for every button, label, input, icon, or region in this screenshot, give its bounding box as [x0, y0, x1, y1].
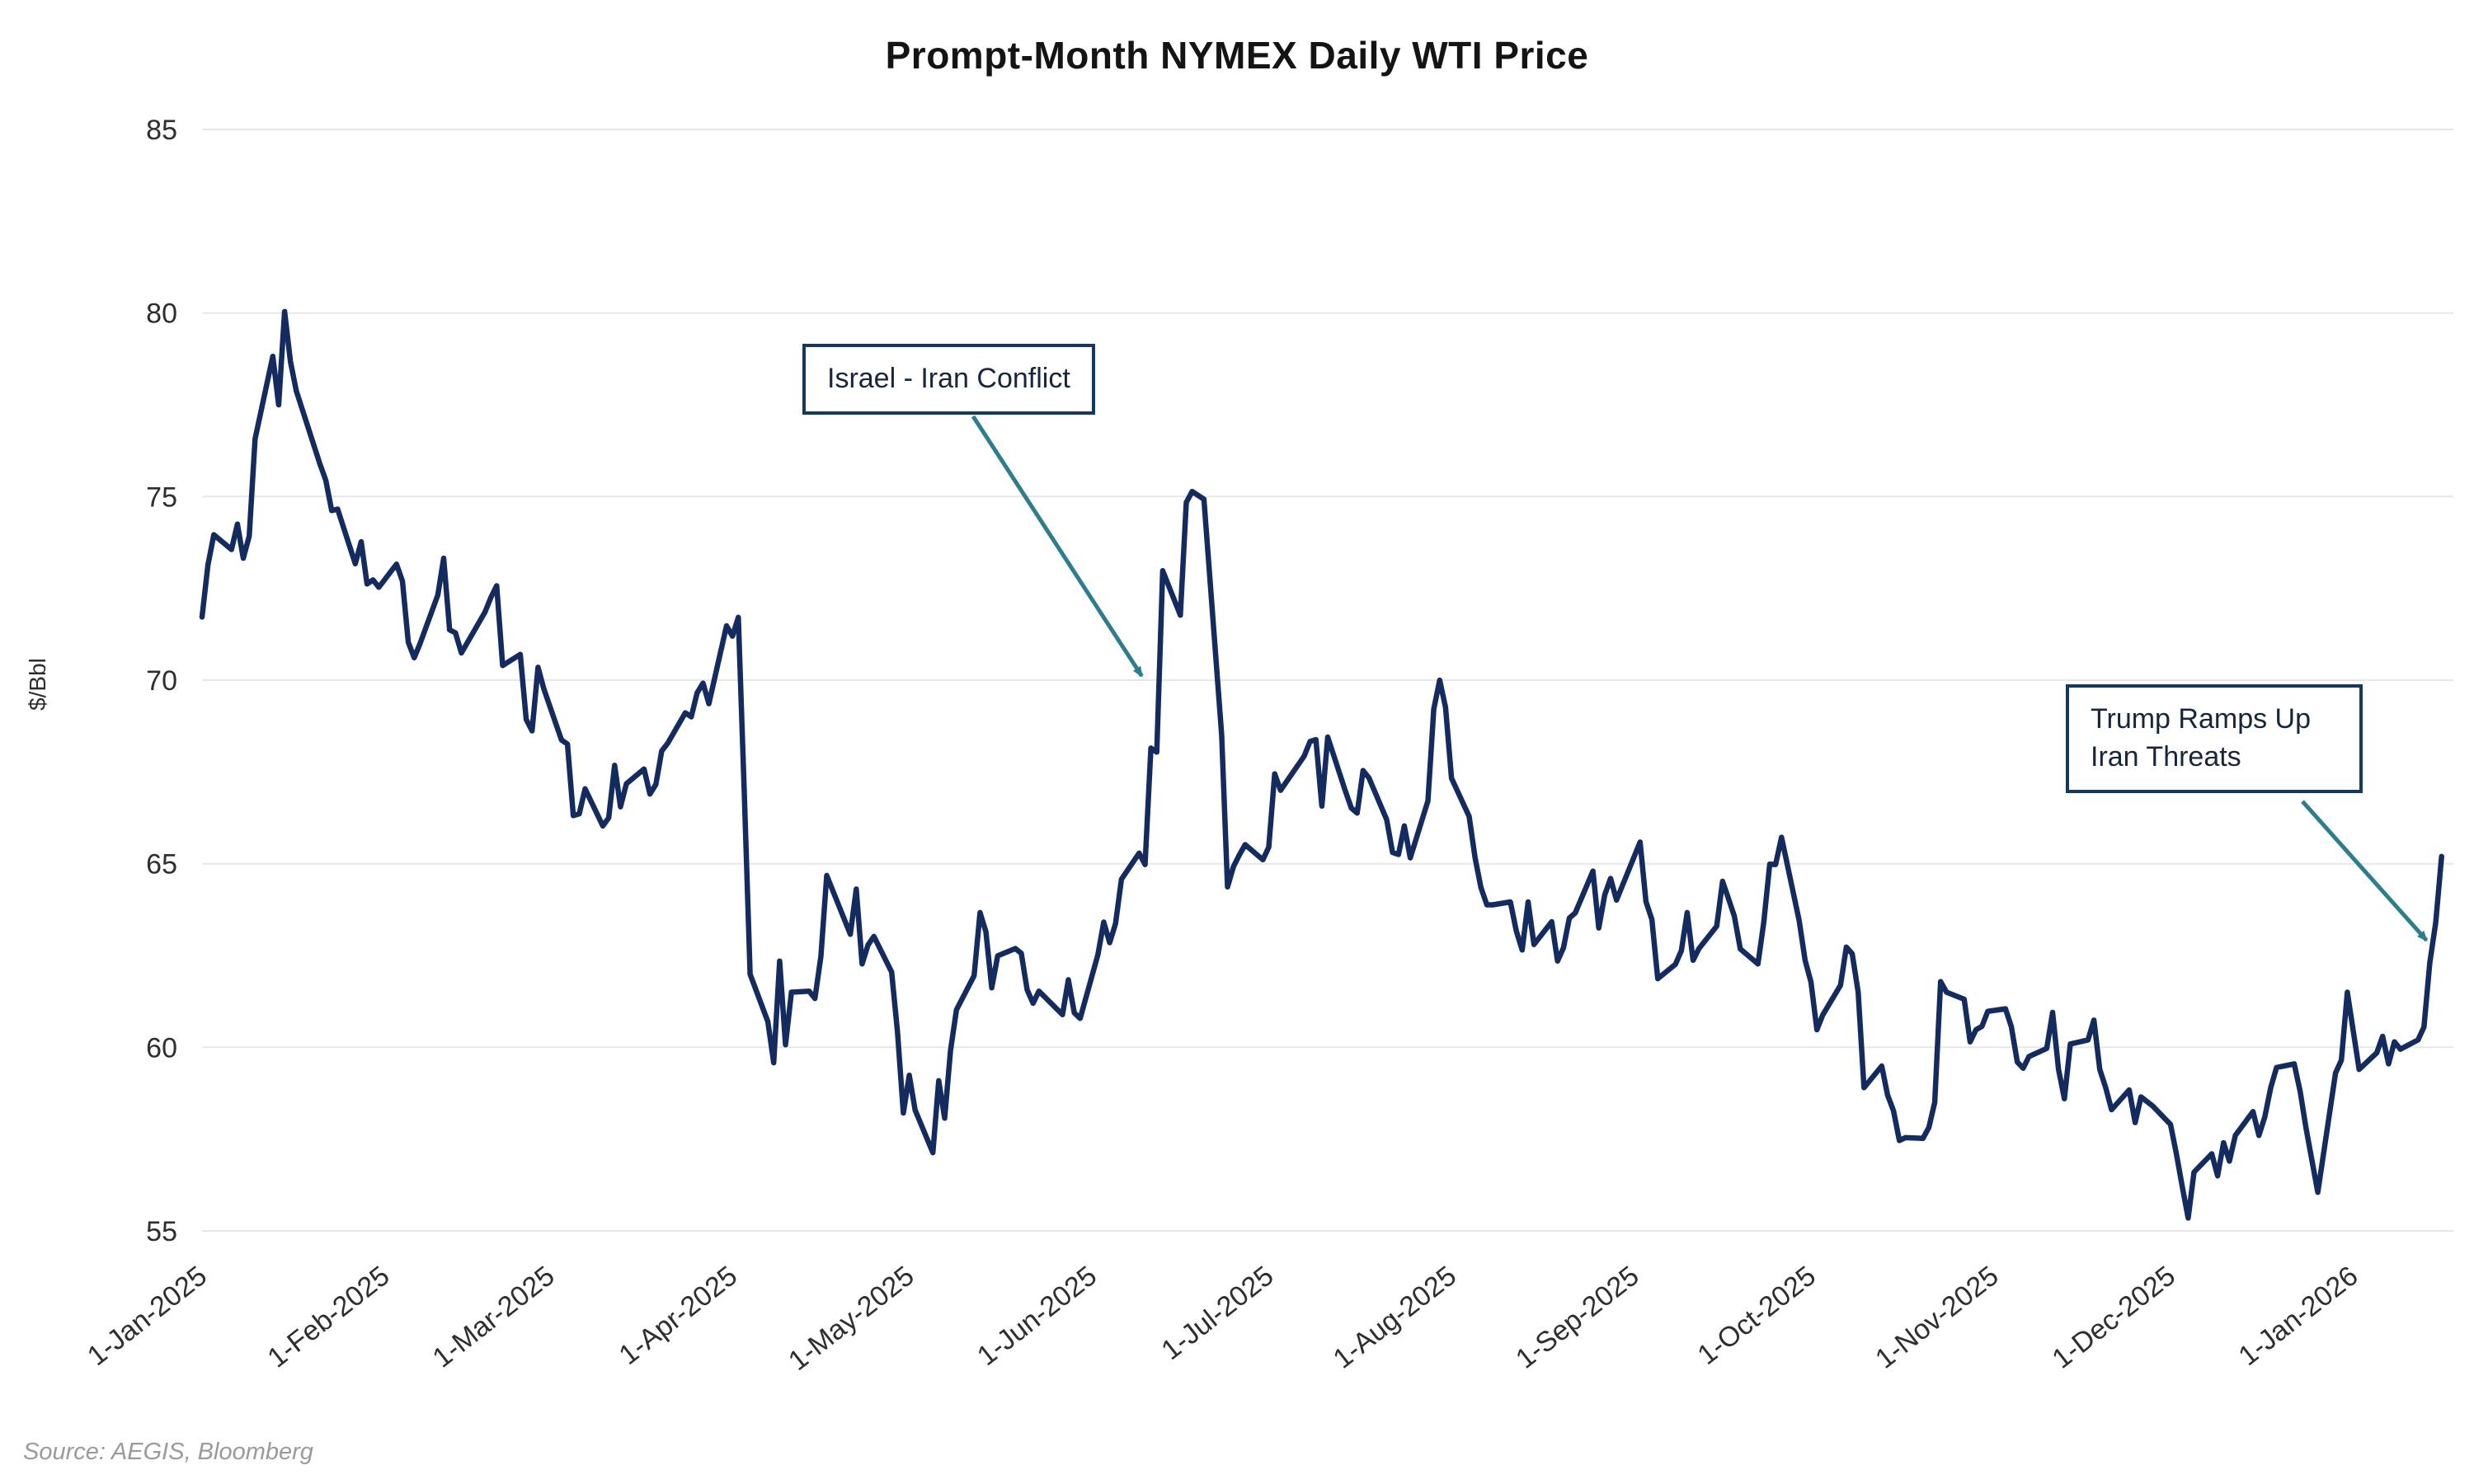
- x-tick-label: 1-Jan-2026: [2232, 1260, 2363, 1372]
- annotation-arrow: [971, 415, 1144, 678]
- x-tick-label: 1-Mar-2025: [427, 1260, 561, 1374]
- y-tick-label: 55: [146, 1216, 177, 1247]
- chart-title: Prompt-Month NYMEX Daily WTI Price: [885, 34, 1589, 77]
- y-tick-label: 85: [146, 115, 177, 146]
- wti-price-line: [199, 308, 2444, 1221]
- x-tick-label: 1-Jul-2025: [1155, 1260, 1279, 1366]
- annotation-israel-iran-conflict: Israel - Iran Conflict: [802, 344, 1095, 415]
- x-tick-label: 1-May-2025: [783, 1260, 920, 1377]
- annotation-trump-iran-threats: Trump Ramps Up Iran Threats: [2066, 684, 2363, 793]
- x-tick-label: 1-Aug-2025: [1328, 1260, 1462, 1374]
- y-tick-label: 70: [146, 665, 177, 697]
- x-tick-label: 1-Apr-2025: [614, 1260, 743, 1371]
- annotation-arrow: [2301, 800, 2429, 942]
- price-series: [199, 308, 2444, 1221]
- gridlines: [202, 129, 2453, 1232]
- source-attribution: Source: AEGIS, Bloomberg: [23, 1439, 313, 1465]
- x-tick-label: 1-Jan-2025: [82, 1260, 213, 1372]
- x-tick-label: 1-Nov-2025: [1870, 1260, 2004, 1374]
- x-tick-label: 1-Sep-2025: [1510, 1260, 1644, 1374]
- annotation-arrows: [971, 415, 2429, 942]
- y-tick-label: 75: [146, 481, 177, 513]
- y-axis-label: $/Bbl: [25, 658, 50, 711]
- y-tick-label: 60: [146, 1032, 177, 1064]
- x-tick-label: 1-Dec-2025: [2047, 1260, 2181, 1374]
- y-tick-label: 65: [146, 849, 177, 881]
- x-tick-label: 1-Oct-2025: [1691, 1260, 1821, 1371]
- y-tick-label: 80: [146, 298, 177, 330]
- x-tick-label: 1-Jun-2025: [971, 1260, 1103, 1372]
- x-tick-label: 1-Feb-2025: [262, 1260, 396, 1374]
